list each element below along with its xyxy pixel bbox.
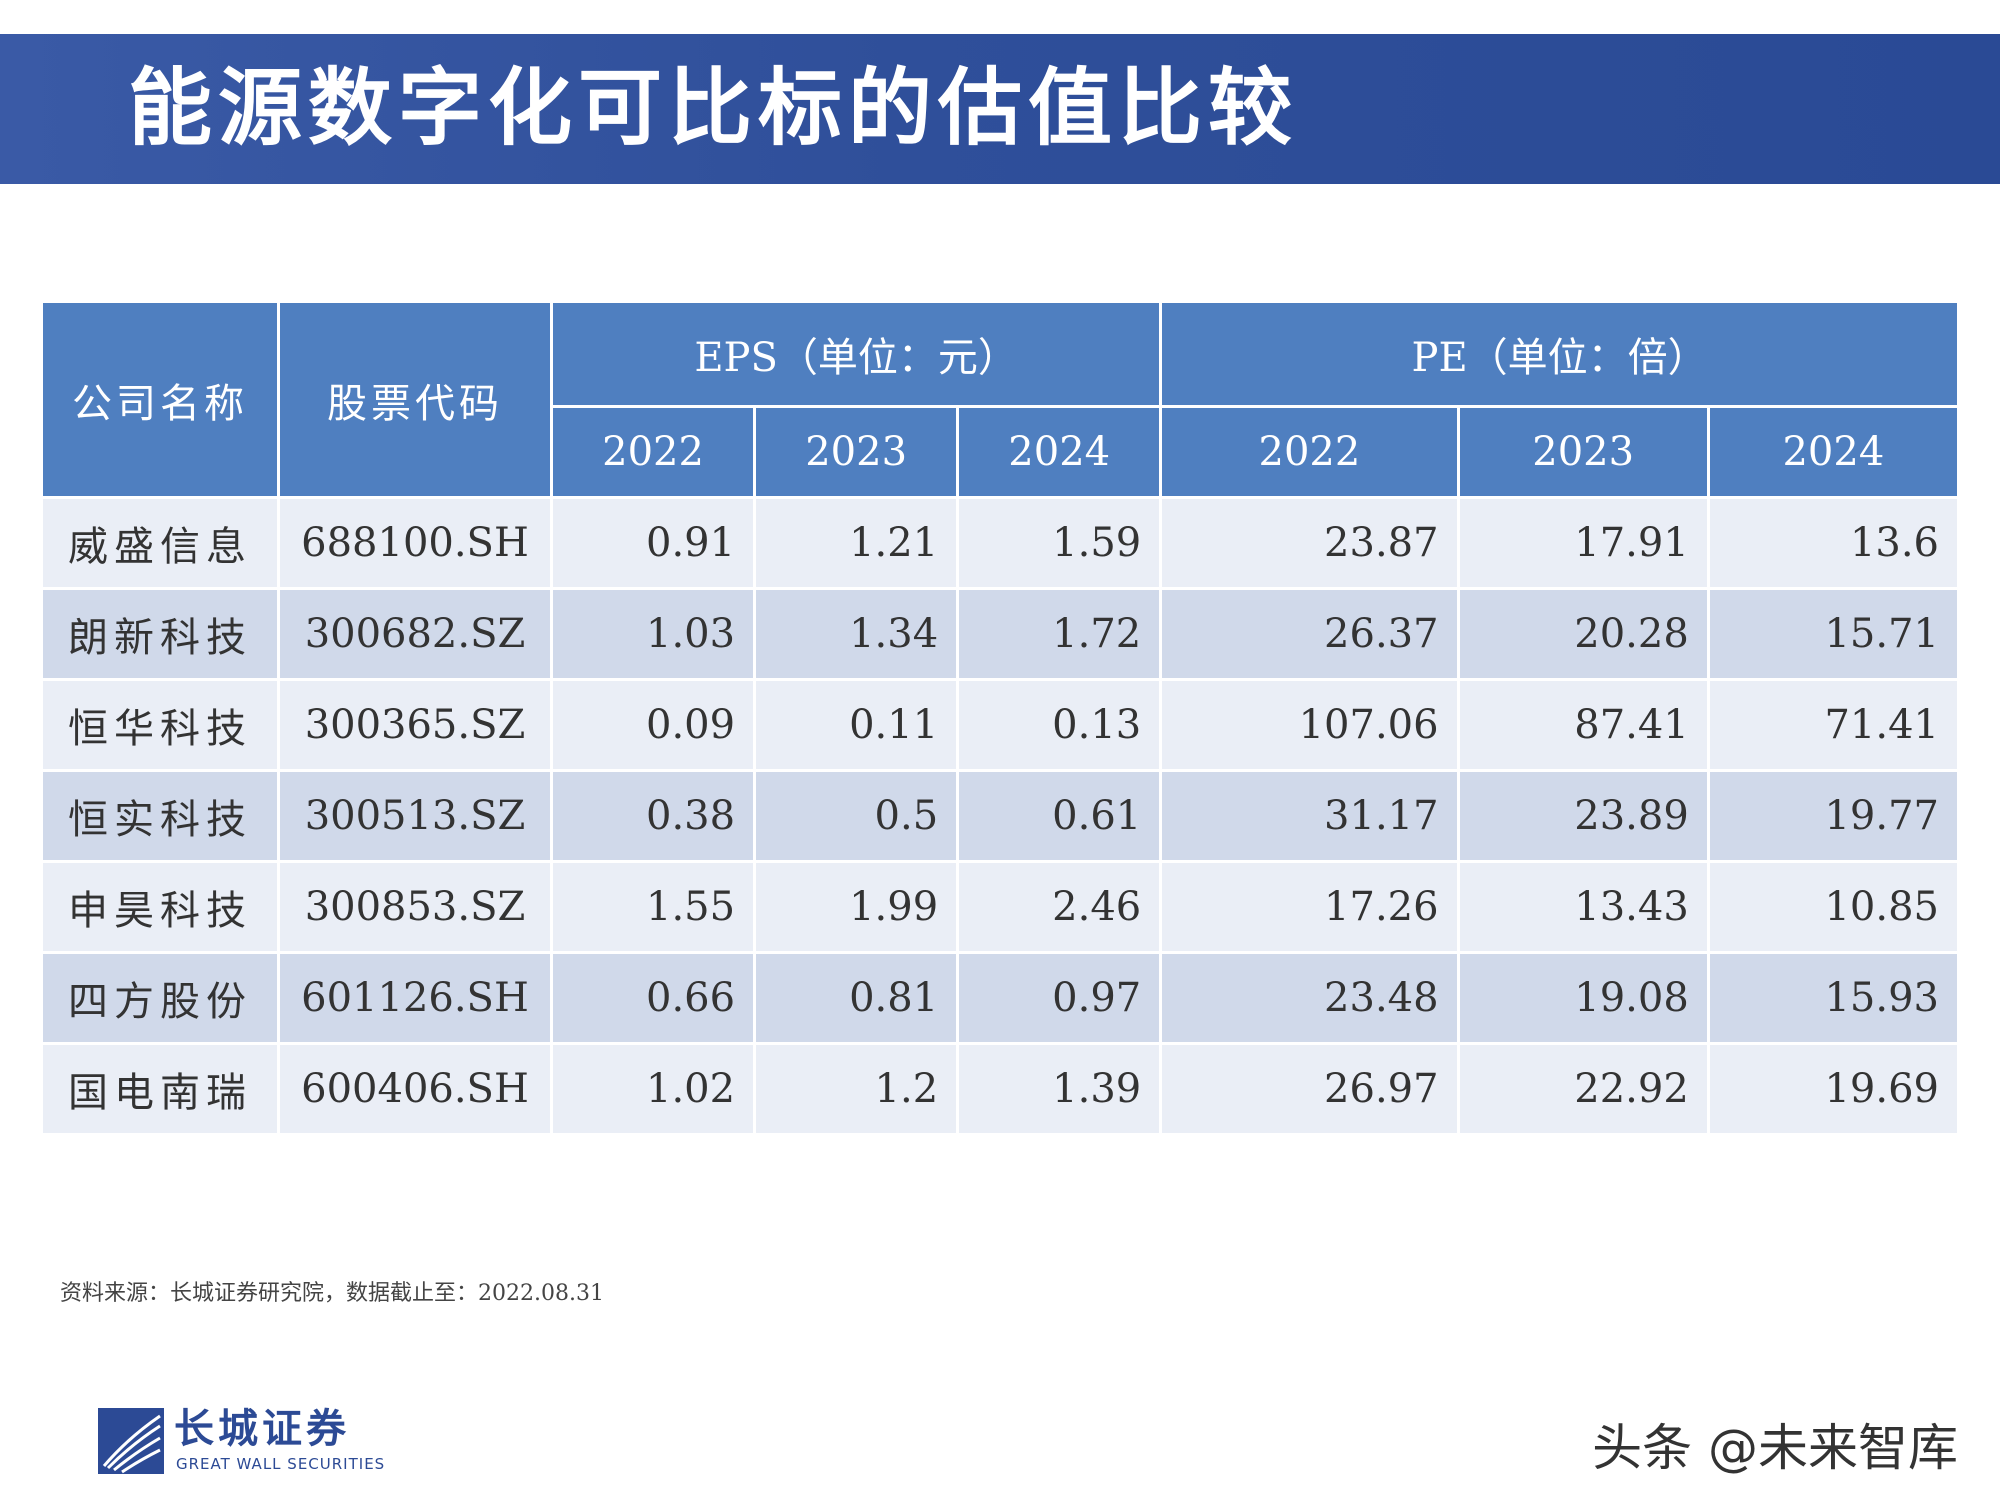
pe-value: 15.93 bbox=[1709, 954, 1957, 1042]
table-row: 威盛信息 688100.SH 0.91 1.21 1.59 23.87 17.9… bbox=[43, 499, 1957, 587]
eps-value: 0.5 bbox=[756, 772, 957, 860]
eps-value: 1.21 bbox=[756, 499, 957, 587]
stock-code: 300513.SZ bbox=[280, 772, 550, 860]
pe-value: 19.69 bbox=[1709, 1045, 1957, 1133]
company-name: 威盛信息 bbox=[43, 499, 277, 587]
stock-code: 601126.SH bbox=[280, 954, 550, 1042]
eps-value: 0.09 bbox=[553, 681, 754, 769]
company-name: 恒华科技 bbox=[43, 681, 277, 769]
stock-code: 300853.SZ bbox=[280, 863, 550, 951]
table-row: 申昊科技 300853.SZ 1.55 1.99 2.46 17.26 13.4… bbox=[43, 863, 1957, 951]
logo-text-en: GREAT WALL SECURITIES bbox=[176, 1455, 386, 1473]
eps-value: 1.99 bbox=[756, 863, 957, 951]
table-row: 恒实科技 300513.SZ 0.38 0.5 0.61 31.17 23.89… bbox=[43, 772, 1957, 860]
pe-value: 17.26 bbox=[1162, 863, 1457, 951]
table-row: 恒华科技 300365.SZ 0.09 0.11 0.13 107.06 87.… bbox=[43, 681, 1957, 769]
title-banner: 能源数字化可比标的估值比较 bbox=[0, 34, 2000, 184]
pe-value: 26.97 bbox=[1162, 1045, 1457, 1133]
company-name: 恒实科技 bbox=[43, 772, 277, 860]
page-title: 能源数字化可比标的估值比较 bbox=[128, 59, 1299, 157]
eps-value: 0.61 bbox=[959, 772, 1160, 860]
stock-code: 300365.SZ bbox=[280, 681, 550, 769]
great-wall-logo-icon bbox=[98, 1408, 164, 1474]
header-eps: EPS（单位：元） bbox=[553, 303, 1160, 405]
eps-value: 1.2 bbox=[756, 1045, 957, 1133]
pe-value: 87.41 bbox=[1459, 681, 1707, 769]
table-year-row: 2022 2023 2024 2022 2023 2024 bbox=[43, 408, 1957, 496]
eps-value: 1.34 bbox=[756, 590, 957, 678]
eps-value: 2.46 bbox=[959, 863, 1160, 951]
company-name: 朗新科技 bbox=[43, 590, 277, 678]
pe-value: 23.87 bbox=[1162, 499, 1457, 587]
stock-code: 600406.SH bbox=[280, 1045, 550, 1133]
table-header-row: 公司名称 股票代码 EPS（单位：元） PE（单位：倍） bbox=[43, 303, 1957, 496]
pe-value: 19.08 bbox=[1459, 954, 1707, 1042]
eps-value: 0.97 bbox=[959, 954, 1160, 1042]
pe-value: 19.77 bbox=[1709, 772, 1957, 860]
eps-value: 1.03 bbox=[553, 590, 754, 678]
logo-text-cn: 长城证券 bbox=[174, 1406, 350, 1452]
eps-value: 0.81 bbox=[756, 954, 957, 1042]
header-code: 股票代码 bbox=[280, 303, 550, 496]
header-year: 2023 bbox=[1459, 408, 1707, 496]
pe-value: 17.91 bbox=[1459, 499, 1707, 587]
pe-value: 15.71 bbox=[1709, 590, 1957, 678]
eps-value: 0.66 bbox=[553, 954, 754, 1042]
pe-value: 13.43 bbox=[1459, 863, 1707, 951]
pe-value: 107.06 bbox=[1162, 681, 1457, 769]
pe-value: 23.48 bbox=[1162, 954, 1457, 1042]
stock-code: 688100.SH bbox=[280, 499, 550, 587]
valuation-table: 公司名称 股票代码 EPS（单位：元） PE（单位：倍） 2022 2023 2… bbox=[40, 300, 1960, 1136]
company-name: 申昊科技 bbox=[43, 863, 277, 951]
company-name: 国电南瑞 bbox=[43, 1045, 277, 1133]
pe-value: 20.28 bbox=[1459, 590, 1707, 678]
header-pe: PE（单位：倍） bbox=[1162, 303, 1957, 405]
eps-value: 1.39 bbox=[959, 1045, 1160, 1133]
header-year: 2022 bbox=[553, 408, 754, 496]
pe-value: 23.89 bbox=[1459, 772, 1707, 860]
eps-value: 0.13 bbox=[959, 681, 1160, 769]
pe-value: 10.85 bbox=[1709, 863, 1957, 951]
eps-value: 1.02 bbox=[553, 1045, 754, 1133]
table-row: 朗新科技 300682.SZ 1.03 1.34 1.72 26.37 20.2… bbox=[43, 590, 1957, 678]
eps-value: 1.72 bbox=[959, 590, 1160, 678]
watermark: 头条 @未来智库 bbox=[1592, 1419, 1958, 1477]
eps-value: 1.59 bbox=[959, 499, 1160, 587]
header-company: 公司名称 bbox=[43, 303, 277, 496]
header-year: 2023 bbox=[756, 408, 957, 496]
pe-value: 71.41 bbox=[1709, 681, 1957, 769]
eps-value: 0.91 bbox=[553, 499, 754, 587]
pe-value: 31.17 bbox=[1162, 772, 1457, 860]
table-row: 国电南瑞 600406.SH 1.02 1.2 1.39 26.97 22.92… bbox=[43, 1045, 1957, 1133]
pe-value: 22.92 bbox=[1459, 1045, 1707, 1133]
company-logo: 长城证券 GREAT WALL SECURITIES bbox=[98, 1405, 398, 1475]
pe-value: 13.6 bbox=[1709, 499, 1957, 587]
company-name: 四方股份 bbox=[43, 954, 277, 1042]
eps-value: 0.11 bbox=[756, 681, 957, 769]
table-row: 四方股份 601126.SH 0.66 0.81 0.97 23.48 19.0… bbox=[43, 954, 1957, 1042]
eps-value: 1.55 bbox=[553, 863, 754, 951]
source-note: 资料来源：长城证券研究院，数据截止至：2022.08.31 bbox=[60, 1281, 604, 1306]
header-year: 2024 bbox=[1709, 408, 1957, 496]
header-year: 2022 bbox=[1162, 408, 1457, 496]
stock-code: 300682.SZ bbox=[280, 590, 550, 678]
eps-value: 0.38 bbox=[553, 772, 754, 860]
header-year: 2024 bbox=[959, 408, 1160, 496]
pe-value: 26.37 bbox=[1162, 590, 1457, 678]
